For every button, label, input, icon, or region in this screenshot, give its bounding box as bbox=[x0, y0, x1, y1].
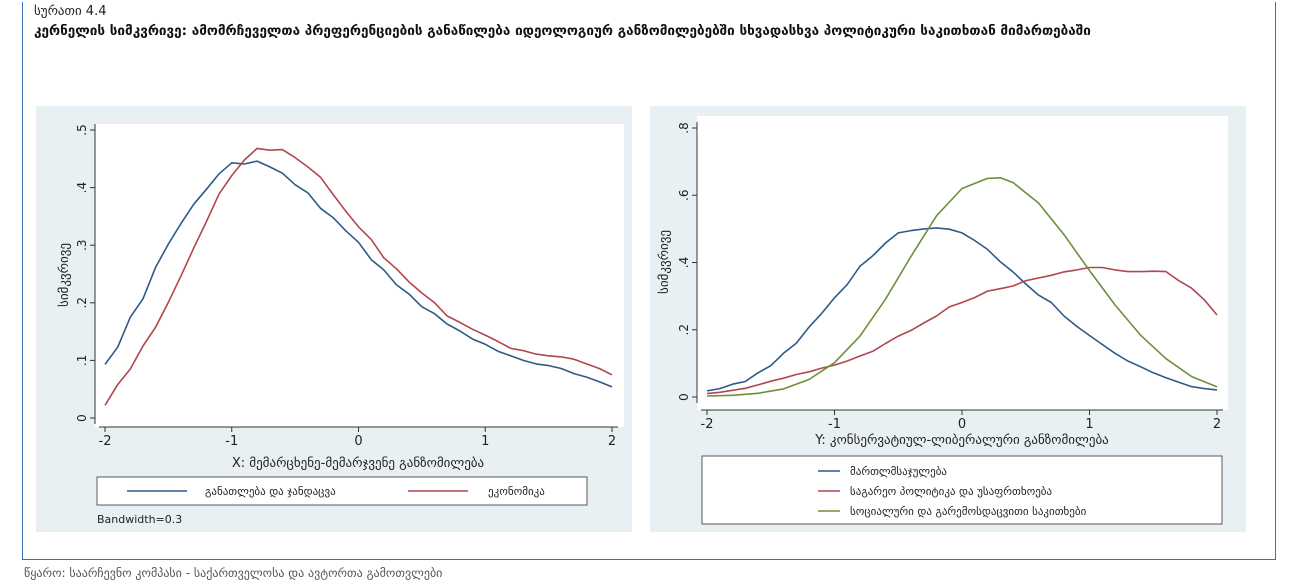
right-x-tick-label: 1 bbox=[1085, 417, 1093, 432]
right-series-line-1 bbox=[706, 266, 1218, 395]
left-y-axis: 0 .1 .2 .3 .4 .5 bbox=[75, 124, 96, 424]
right-y-tick-label: .2 bbox=[677, 324, 691, 335]
left-x-tick-label: 1 bbox=[481, 434, 489, 449]
right-x-tick-label: -1 bbox=[828, 417, 841, 432]
left-plot-area bbox=[95, 124, 624, 427]
right-chart: 0 .2 .4 .6 .8 -2 -1 0 1 2 სიმკვრივე Y: კონსერვატ… bbox=[650, 106, 1246, 532]
right-y-tick-label: .4 bbox=[677, 257, 691, 268]
left-x-tick-label: 2 bbox=[608, 434, 616, 449]
right-x-tick-label: 2 bbox=[1213, 417, 1221, 432]
right-legend-label-justice: მართლმსაჯულება bbox=[850, 465, 947, 478]
right-series-line-0 bbox=[706, 227, 1218, 392]
left-legend-label-economy: ეკონომიკა bbox=[488, 485, 545, 498]
left-chart: 0 .1 .2 .3 .4 .5 -2 -1 0 1 2 სიმკვრივე X: მემარცხ… bbox=[36, 106, 632, 532]
right-series-line-2 bbox=[706, 177, 1218, 397]
left-y-tick-label: .5 bbox=[75, 124, 89, 135]
figure-source: წყარო: საარჩევნო კომპასი - საქართველოსა … bbox=[24, 566, 443, 580]
left-series-group bbox=[104, 147, 613, 406]
right-series-group bbox=[706, 177, 1218, 397]
right-x-axis-label: Y: კონსერვატიულ-ლიბერალური განზომილება bbox=[814, 433, 1109, 448]
left-x-tick-label: -1 bbox=[225, 434, 238, 449]
right-x-tick-label: 0 bbox=[958, 417, 966, 432]
left-y-tick-label: .4 bbox=[75, 182, 89, 193]
left-x-tick-label: -2 bbox=[99, 434, 112, 449]
left-y-tick-label: .2 bbox=[75, 297, 89, 308]
right-y-axis: 0 .2 .4 .6 .8 bbox=[677, 122, 698, 403]
right-x-tick-label: -2 bbox=[701, 417, 714, 432]
left-x-tick-label: 0 bbox=[354, 434, 362, 449]
right-y-tick-label: .8 bbox=[677, 122, 691, 133]
right-legend-label-social: სოციალური და გარემოსდაცვითი საკითხები bbox=[850, 505, 1087, 518]
left-y-tick-label: .3 bbox=[75, 239, 89, 250]
figure-title: კერნელის სიმკვრივე: ამომრჩეველთა პრეფერე… bbox=[34, 23, 1091, 39]
left-x-axis-label: X: მემარცხენე-მემარჯვენე განზომილება bbox=[232, 456, 484, 471]
right-legend-label-foreign-policy: საგარეო პოლიტიკა და უსაფრთხოება bbox=[850, 485, 1052, 498]
bandwidth-note: Bandwidth=0.3 bbox=[97, 513, 182, 526]
left-y-tick-label: .1 bbox=[75, 355, 89, 366]
left-y-tick-label: 0 bbox=[75, 414, 89, 422]
left-legend-label-education: განათლება და ჯანდაცვა bbox=[205, 485, 336, 498]
right-plot-area bbox=[697, 116, 1228, 410]
right-y-tick-label: .6 bbox=[677, 190, 691, 201]
left-x-axis: -2 -1 0 1 2 bbox=[99, 426, 618, 449]
left-series-line-0 bbox=[104, 160, 613, 388]
left-y-axis-label: სიმკვრივე bbox=[57, 243, 72, 307]
left-series-line-1 bbox=[104, 147, 613, 406]
right-x-axis: -2 -1 0 1 2 bbox=[701, 409, 1223, 432]
figure-label: სურათი 4.4 bbox=[34, 4, 107, 19]
right-y-axis-label: სიმკვრივე bbox=[657, 230, 672, 294]
right-y-tick-label: 0 bbox=[677, 393, 691, 401]
right-legend-box bbox=[701, 455, 1223, 525]
